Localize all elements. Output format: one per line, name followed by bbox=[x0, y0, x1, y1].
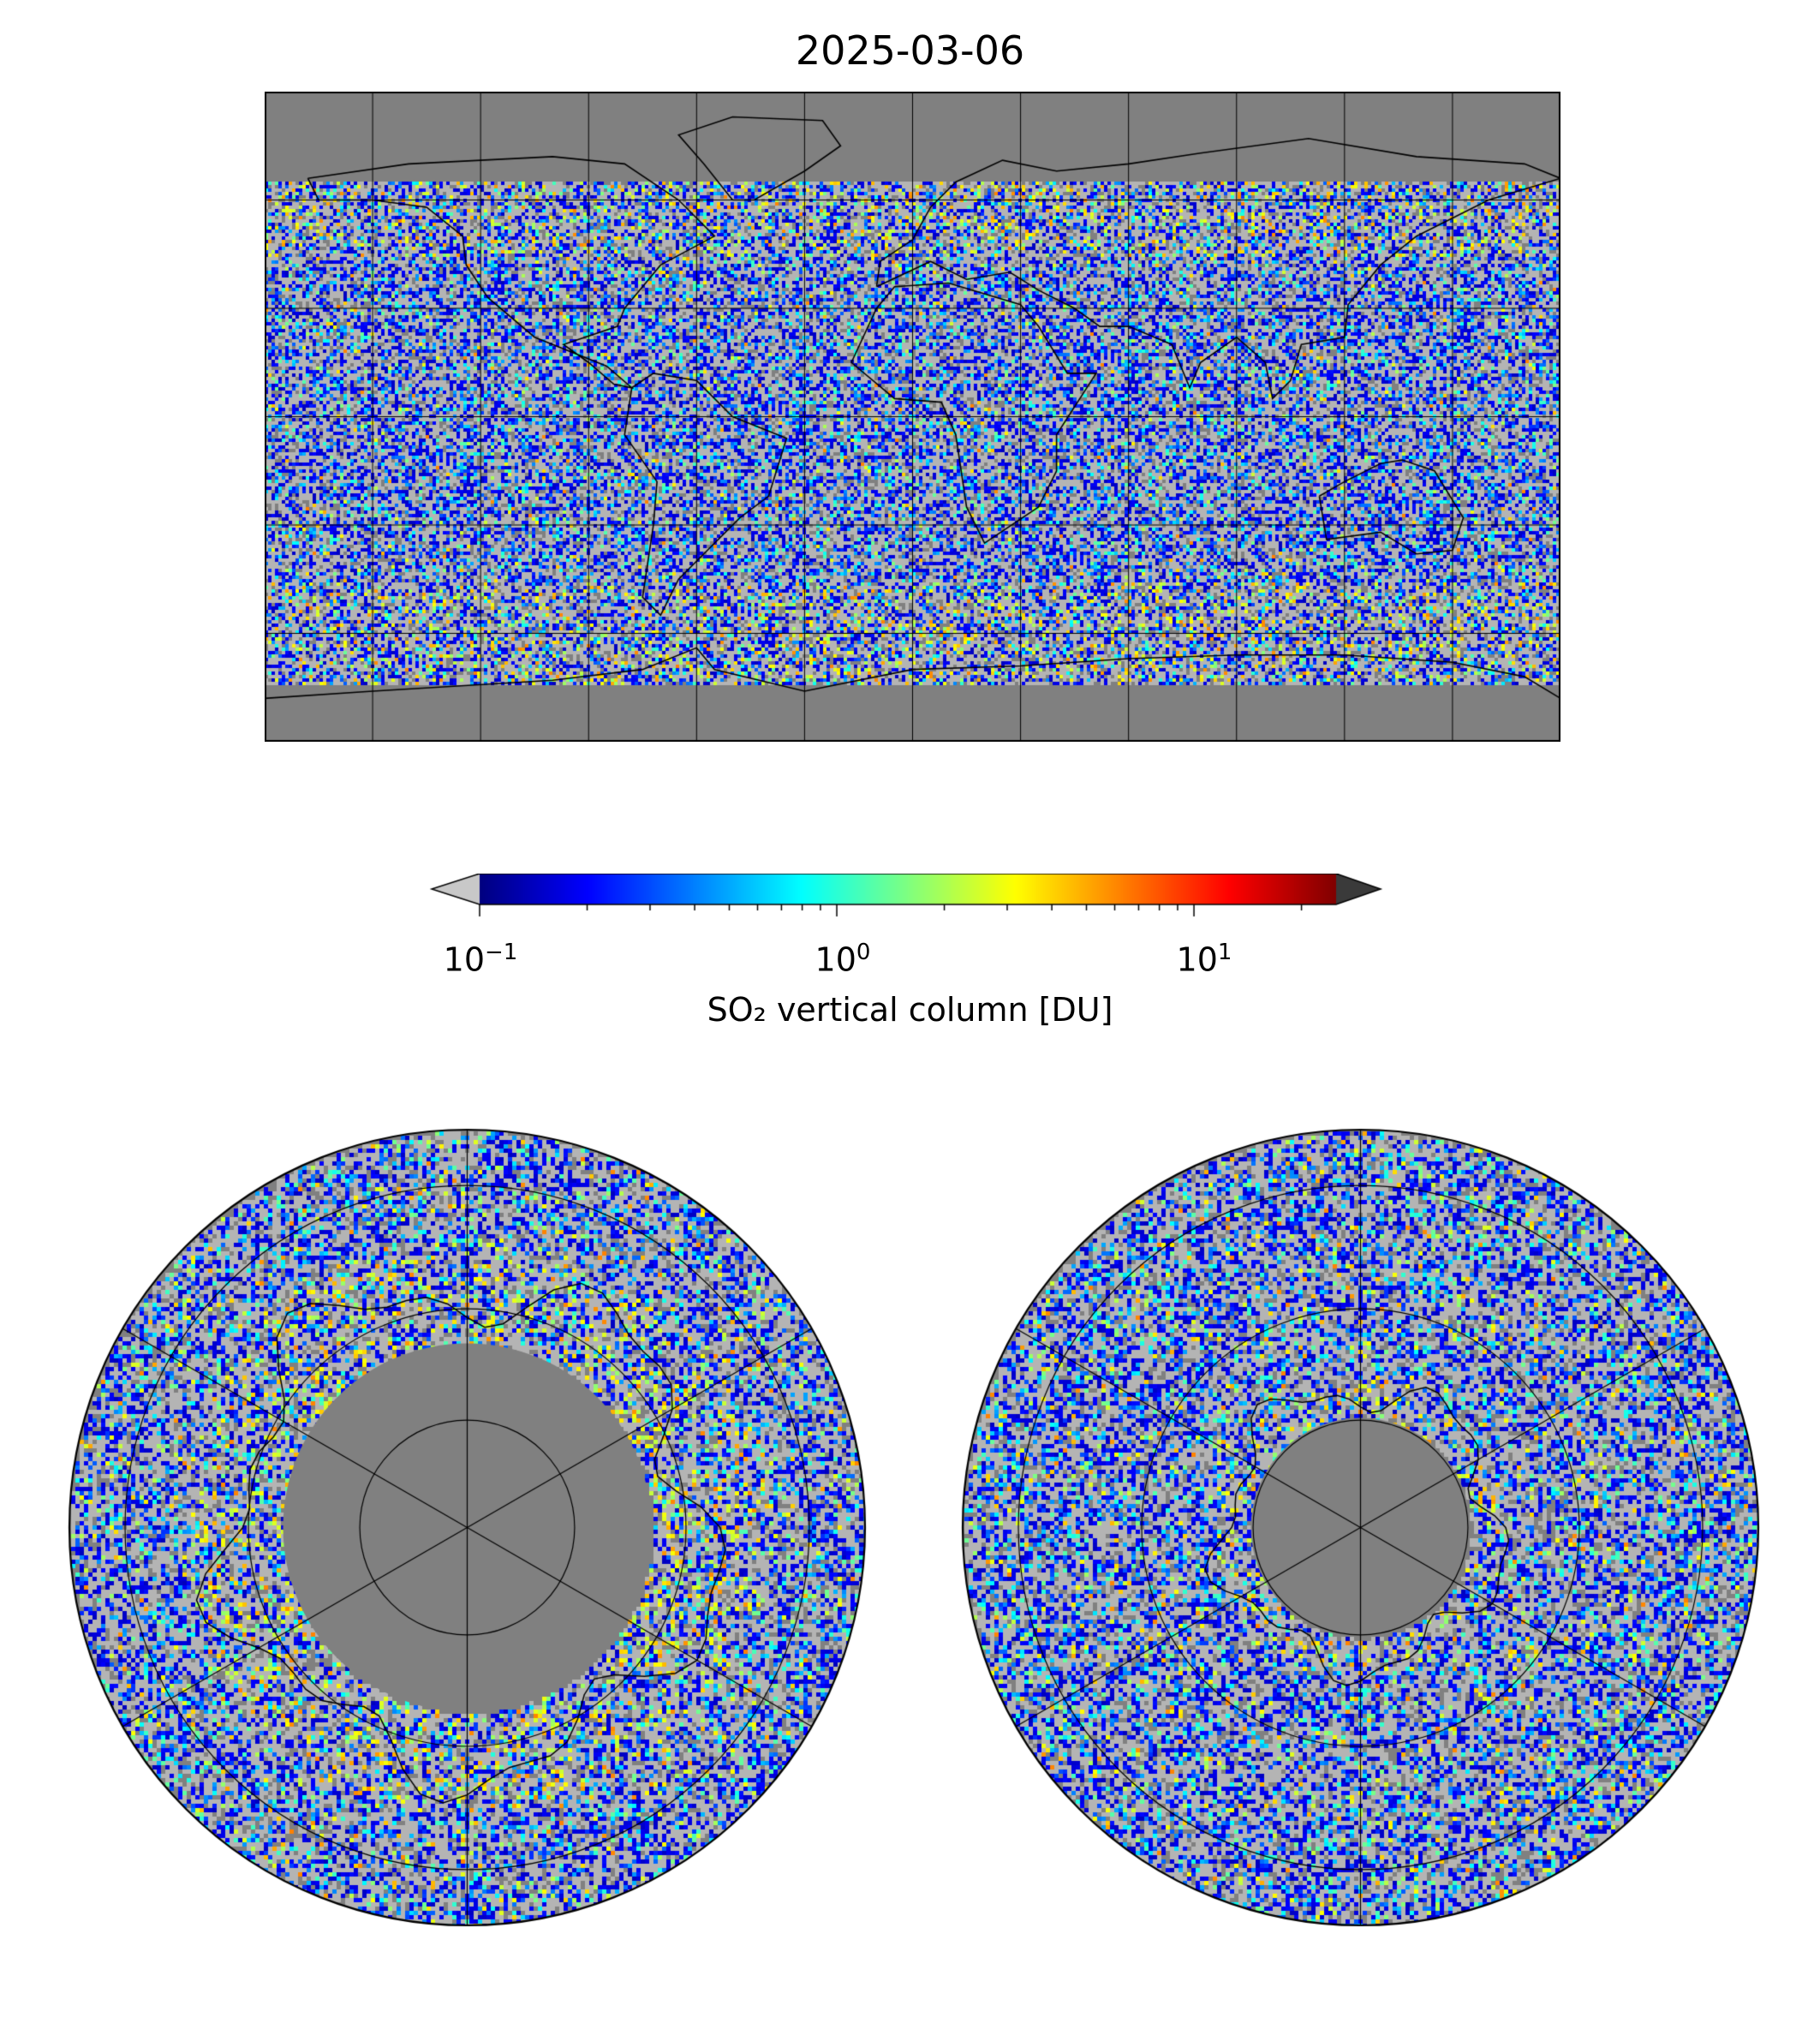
north-polar-map bbox=[67, 1127, 868, 1928]
south-polar-map bbox=[960, 1127, 1761, 1928]
colorbar-tick-label: 101 bbox=[1176, 940, 1232, 979]
colorbar bbox=[428, 874, 1396, 1045]
global-map bbox=[265, 92, 1560, 742]
south-polar-canvas bbox=[960, 1127, 1761, 1928]
global-map-canvas bbox=[265, 92, 1560, 742]
colorbar-tick-label: 10−1 bbox=[443, 940, 518, 979]
north-polar-canvas bbox=[67, 1127, 868, 1928]
colorbar-tick-label: 100 bbox=[815, 940, 871, 979]
page-title: 2025-03-06 bbox=[795, 27, 1025, 74]
colorbar-canvas bbox=[428, 874, 1396, 942]
colorbar-label: SO₂ vertical column [DU] bbox=[707, 991, 1113, 1029]
